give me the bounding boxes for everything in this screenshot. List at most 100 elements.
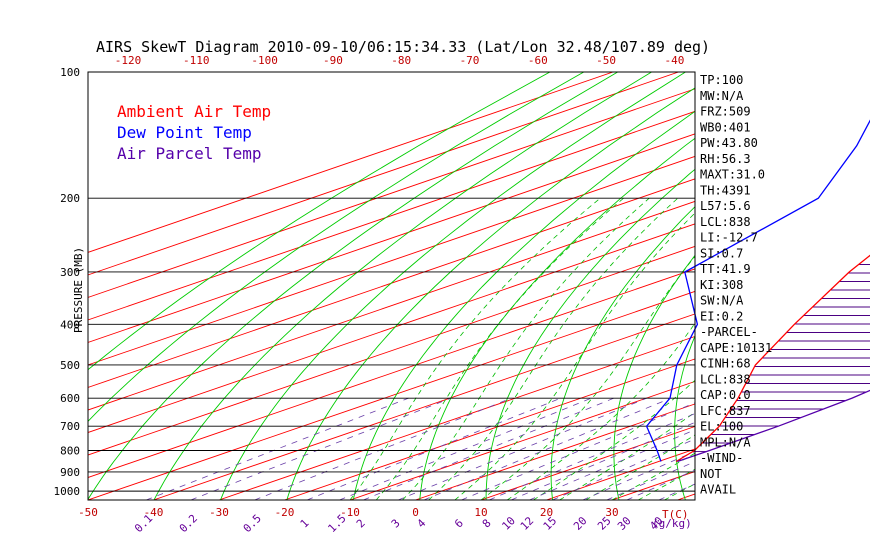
series-line <box>675 254 870 463</box>
dry-adiabat <box>419 137 695 500</box>
chart-curves <box>645 119 870 463</box>
pressure-tick-label: 600 <box>60 392 80 405</box>
isotherm-line <box>218 335 695 500</box>
pressure-tick-label: 400 <box>60 318 80 331</box>
dry-adiabat <box>550 206 695 500</box>
mixing-ratio-line <box>529 429 695 500</box>
chart-grid <box>88 72 870 500</box>
temperature-tick-label: 30 <box>605 506 618 519</box>
isotherm-line <box>153 313 695 500</box>
mixing-ratio-line <box>461 402 695 500</box>
y-axis-label: PRESSURE (MB) <box>72 247 85 333</box>
mixing-ratio-line <box>254 397 512 500</box>
moist-adiabat <box>533 379 695 500</box>
isotherm-line <box>88 155 695 366</box>
plot-frame <box>87 71 696 501</box>
index-entry: CINH:68 <box>700 357 751 371</box>
pressure-tick-label: 800 <box>60 445 80 458</box>
dry-adiabat <box>613 254 695 500</box>
dry-adiabat <box>220 72 686 500</box>
index-entry: CAP:0.0 <box>700 388 751 402</box>
dry-adiabat <box>674 334 695 500</box>
index-entry: SW:N/A <box>700 294 744 308</box>
temperature-tick-label: 20 <box>540 506 553 519</box>
isotherm-line <box>88 268 695 478</box>
dry-adiabat <box>88 72 551 371</box>
index-entry: TH:4391 <box>700 183 751 197</box>
mixing-ratio-tick-label: 1 <box>298 517 312 531</box>
isotherm-line <box>284 358 695 500</box>
pressure-tick-label: 300 <box>60 266 80 279</box>
isotherm-line <box>809 72 870 500</box>
temperature-tick-label: -10 <box>340 506 360 519</box>
mixing-ratio-line <box>511 421 695 500</box>
moist-adiabat <box>454 212 695 500</box>
index-entry: -WIND- <box>700 451 743 465</box>
moist-adiabat <box>349 197 601 500</box>
top-temperature-tick-label: -40 <box>664 54 684 67</box>
index-entry: WB0:401 <box>700 120 751 134</box>
isotherm-line <box>349 380 695 500</box>
pressure-tick-label: 1000 <box>54 485 81 498</box>
temperature-tick-label: -40 <box>144 506 164 519</box>
index-entry: KI:308 <box>700 278 743 292</box>
mixing-ratio-line <box>146 397 409 500</box>
dry-adiabat <box>153 72 652 500</box>
mixing-ratio-tick-label: 3 <box>389 517 403 531</box>
series-line <box>645 119 870 462</box>
dry-adiabat <box>485 168 695 500</box>
index-entry: RH:56.3 <box>700 152 751 166</box>
isotherm-line <box>88 72 614 253</box>
mixing-ratio-line <box>552 438 695 500</box>
temperature-tick-label: 0 <box>412 506 419 519</box>
top-temperature-tick-label: -50 <box>596 54 616 67</box>
dry-adiabat <box>846 72 870 500</box>
top-temperature-tick-label: -80 <box>391 54 411 67</box>
temperature-tick-label: 10 <box>474 506 487 519</box>
legend-item: Air Parcel Temp <box>117 144 262 163</box>
isotherm-line <box>88 178 695 388</box>
moist-adiabat <box>375 197 624 500</box>
index-entry: LI:-12.7 <box>700 231 758 245</box>
mixing-ratio-tick-label: 4 <box>415 516 429 530</box>
isotherm-line <box>743 72 870 500</box>
legend-item: Dew Point Temp <box>117 123 252 142</box>
isotherm-line <box>88 72 679 276</box>
isotherm-line <box>88 133 695 343</box>
mixing-ratio-tick-label: 2 <box>354 517 368 531</box>
mixing-ratio-line <box>306 397 562 500</box>
isotherm-line <box>415 403 695 500</box>
index-entry: CAPE:10131 <box>700 341 772 355</box>
isotherm-line <box>480 425 695 500</box>
dry-adiabat <box>790 72 870 500</box>
index-entry: LCL:838 <box>700 372 751 386</box>
cape-hatch <box>678 255 870 461</box>
index-entry: LCL:838 <box>700 215 751 229</box>
mixing-ratio-tick-label: 20 <box>571 514 590 533</box>
temp-unit-label: T(C) <box>662 508 689 521</box>
index-entry: L57:5.6 <box>700 199 751 213</box>
dry-adiabat <box>88 72 618 500</box>
mixing-ratio-tick-label: 0.5 <box>241 512 264 535</box>
moist-adiabat <box>428 197 679 500</box>
chart-legend: Ambient Air Temp Dew Point Temp Air Parcel… <box>117 102 271 163</box>
pressure-tick-label: 900 <box>60 466 80 479</box>
index-entry: MAXT:31.0 <box>700 168 765 182</box>
index-entry: EL:100 <box>700 420 743 434</box>
pressure-tick-label: 200 <box>60 192 80 205</box>
top-temperature-tick-label: -90 <box>323 54 343 67</box>
top-temperature-tick-label: -110 <box>183 54 210 67</box>
top-temperature-tick-label: -120 <box>115 54 142 67</box>
isotherm-line <box>88 290 695 500</box>
index-entry: TT:41.9 <box>700 262 751 276</box>
dry-adiabat <box>286 87 695 500</box>
legend-item: Ambient Air Temp <box>117 102 271 121</box>
mixing-ratio-unit-label: (g/kg) <box>652 517 692 530</box>
index-entry: SI:0.7 <box>700 246 743 260</box>
chart-title: AIRS SkewT Diagram 2010-09-10/06:15:34.3… <box>96 38 710 56</box>
top-temperature-tick-label: -60 <box>528 54 548 67</box>
pressure-tick-label: 500 <box>60 359 80 372</box>
isotherm-line <box>88 88 695 298</box>
pressure-tick-label: 100 <box>60 66 80 79</box>
